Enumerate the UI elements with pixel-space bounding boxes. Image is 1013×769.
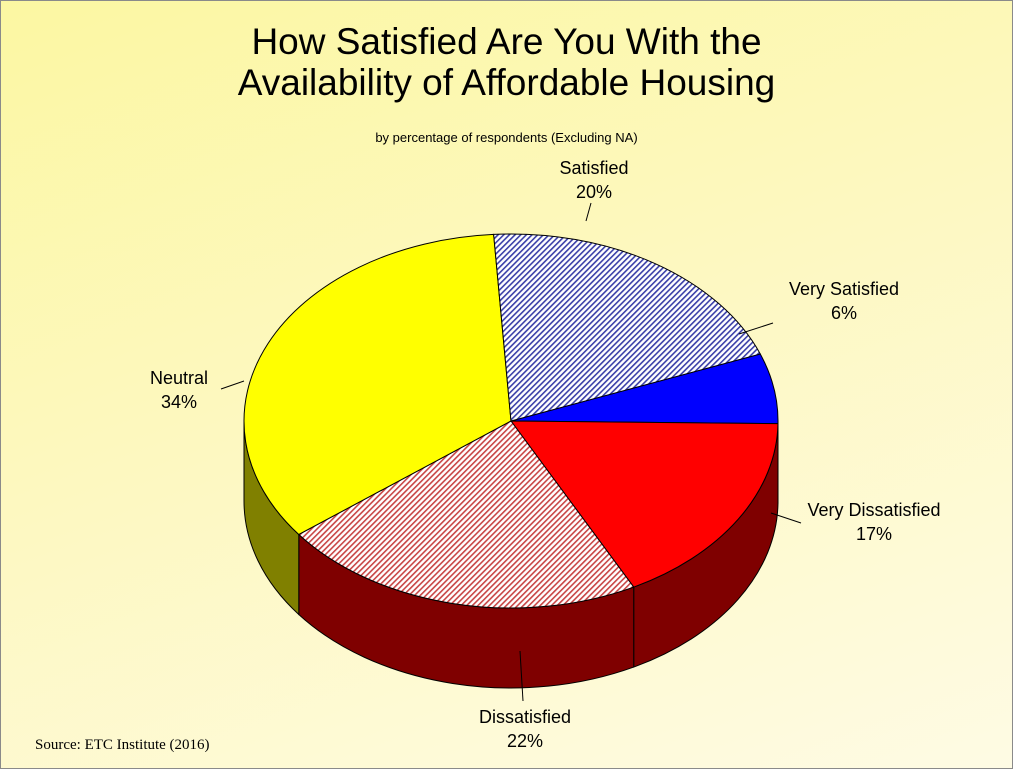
leader-line-neutral (220, 380, 245, 390)
slice-value-dissatisfied: 22% (507, 731, 543, 751)
pie-slice-very-dissatisfied (510, 420, 779, 588)
source-note: Source: ETC Institute (2016) (35, 737, 210, 753)
leader-line-dissatisfied (519, 650, 524, 702)
leader-line-very-dissatisfied (770, 512, 802, 524)
title-line-1: How Satisfied Are You With the (251, 21, 762, 62)
slice-name-satisfied: Satisfied (559, 158, 628, 178)
slice-value-neutral: 34% (161, 392, 197, 412)
slice-value-very-dissatisfied: 17% (856, 524, 892, 544)
leader-line-very-satisfied (738, 322, 774, 335)
slice-name-very-dissatisfied: Very Dissatisfied (807, 500, 940, 520)
slice-name-neutral: Neutral (150, 368, 208, 388)
slice-value-satisfied: 20% (576, 182, 612, 202)
title-line-2: Availability of Affordable Housing (237, 62, 776, 103)
pie-slice-neutral (243, 233, 512, 536)
slice-name-very-satisfied: Very Satisfied (789, 279, 899, 299)
pie-slice-satisfied (493, 233, 762, 422)
chart-subtitle: by percentage of respondents (Excluding … (375, 130, 638, 145)
slice-value-very-satisfied: 6% (831, 303, 857, 323)
pie-slice-dissatisfied (297, 420, 635, 609)
leader-line-satisfied (585, 202, 592, 222)
chart-title: How Satisfied Are You With the Availabil… (1, 21, 1012, 103)
slice-name-dissatisfied: Dissatisfied (479, 707, 571, 727)
